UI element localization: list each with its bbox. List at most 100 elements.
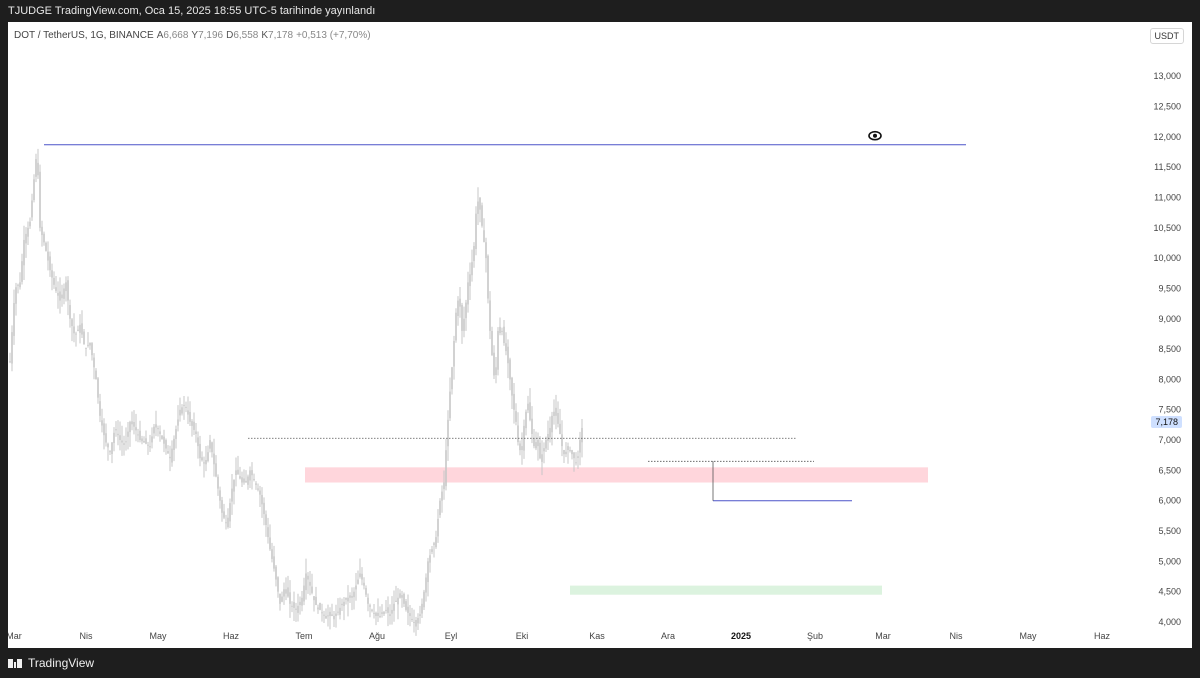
candle-body (193, 421, 195, 430)
candle-body (463, 318, 465, 331)
currency-selector[interactable]: USDT (1149, 28, 1184, 44)
x-tick-label: Ara (661, 631, 675, 641)
candle-body (185, 406, 187, 408)
candle-body (145, 438, 147, 444)
candle-body (543, 448, 545, 452)
visibility-eye-icon[interactable] (868, 130, 882, 141)
candle-body (427, 561, 429, 583)
candle-body (381, 612, 383, 614)
candle-body (49, 256, 51, 271)
candle-body (545, 440, 547, 449)
candle-body (413, 622, 415, 623)
candle-body (435, 537, 437, 548)
candle-body (87, 344, 89, 346)
candle-body (473, 246, 475, 262)
y-tick-label: 6,000 (1158, 496, 1181, 506)
publish-info-text: TJUDGE TradingView.com, Oca 15, 2025 18:… (8, 5, 376, 17)
candle-body (279, 593, 281, 604)
candle-body (311, 586, 313, 593)
candle-body (407, 606, 409, 613)
candle-body (301, 597, 303, 606)
candle-body (195, 431, 197, 434)
candle-body (415, 619, 417, 627)
y-tick-label: 6,500 (1158, 465, 1181, 475)
candle-body (129, 421, 131, 433)
x-tick-label: Kas (589, 631, 605, 641)
price-chart[interactable]: 4,000 4,500 5,000 5,500 6,000 6,500 7,000 7,500… (8, 22, 1192, 648)
candle-body (363, 582, 365, 586)
candle-body (63, 288, 65, 299)
eye-pupil (873, 133, 877, 138)
candle-body (101, 420, 103, 426)
candle-body (209, 440, 211, 449)
y-tick-label: 10,500 (1153, 223, 1181, 233)
candle-body (411, 618, 413, 620)
candle-body (123, 443, 125, 445)
legend-open: A6,668 (156, 30, 189, 41)
candle-body (43, 233, 45, 243)
candle-body (565, 451, 567, 455)
candle-body (317, 607, 319, 610)
candle-body (243, 478, 245, 483)
y-tick-label: 9,500 (1158, 283, 1181, 293)
candle-body (159, 431, 161, 434)
candle-body (91, 343, 93, 356)
candle-body (169, 456, 171, 459)
candle-body (511, 377, 513, 396)
candle-body (335, 613, 337, 616)
candle-body (93, 357, 95, 368)
candle-body (293, 602, 295, 608)
candle-body (233, 479, 235, 492)
candle-body (99, 401, 101, 416)
candle-body (221, 500, 223, 513)
candle-body (371, 609, 373, 611)
candle-body (235, 470, 237, 475)
candle-body (27, 227, 29, 237)
candle-body (365, 587, 367, 595)
candle-body (563, 450, 565, 455)
candle-body (509, 359, 511, 380)
candle-body (191, 421, 193, 426)
candle-body (491, 331, 493, 356)
candle-body (75, 333, 77, 335)
candle-body (165, 440, 167, 449)
candle-body (337, 611, 339, 613)
candle-body (249, 470, 251, 481)
candle-body (395, 600, 397, 602)
y-tick-label: 8,000 (1158, 374, 1181, 384)
candle-body (351, 595, 353, 598)
candle-body (71, 319, 73, 327)
candle-body (297, 605, 299, 613)
candle-body (417, 617, 419, 624)
candle-body (119, 435, 121, 441)
candle-body (419, 614, 421, 616)
y-tick-label: 11,500 (1154, 162, 1181, 172)
candle-body (495, 367, 497, 375)
candle-body (261, 495, 263, 505)
tradingview-logo[interactable]: TradingView (8, 656, 94, 670)
candle-body (199, 443, 201, 459)
candle-body (201, 457, 203, 461)
candle-body (515, 411, 517, 422)
candle-body (219, 490, 221, 501)
x-tick-label: Nis (80, 631, 93, 641)
candle-body (397, 597, 399, 605)
candle-body (207, 452, 209, 462)
candle-body (189, 411, 191, 422)
candle-body (65, 282, 67, 292)
candle-body (521, 446, 523, 451)
candle-body (299, 601, 301, 606)
candle-body (309, 581, 311, 586)
candle-body (457, 300, 459, 316)
candle-body (513, 393, 515, 410)
candle-body (571, 450, 573, 455)
candle-body (139, 430, 141, 441)
candle-body (41, 226, 43, 236)
chart-frame[interactable]: DOT / TetherUS, 1G, BINANCE A6,668 Y7,19… (8, 22, 1192, 648)
candle-body (265, 514, 267, 525)
candle-body (505, 343, 507, 352)
tradingview-logo-icon (8, 658, 22, 668)
candle-body (403, 593, 405, 604)
candle-body (55, 287, 57, 291)
candle-body (341, 603, 343, 606)
